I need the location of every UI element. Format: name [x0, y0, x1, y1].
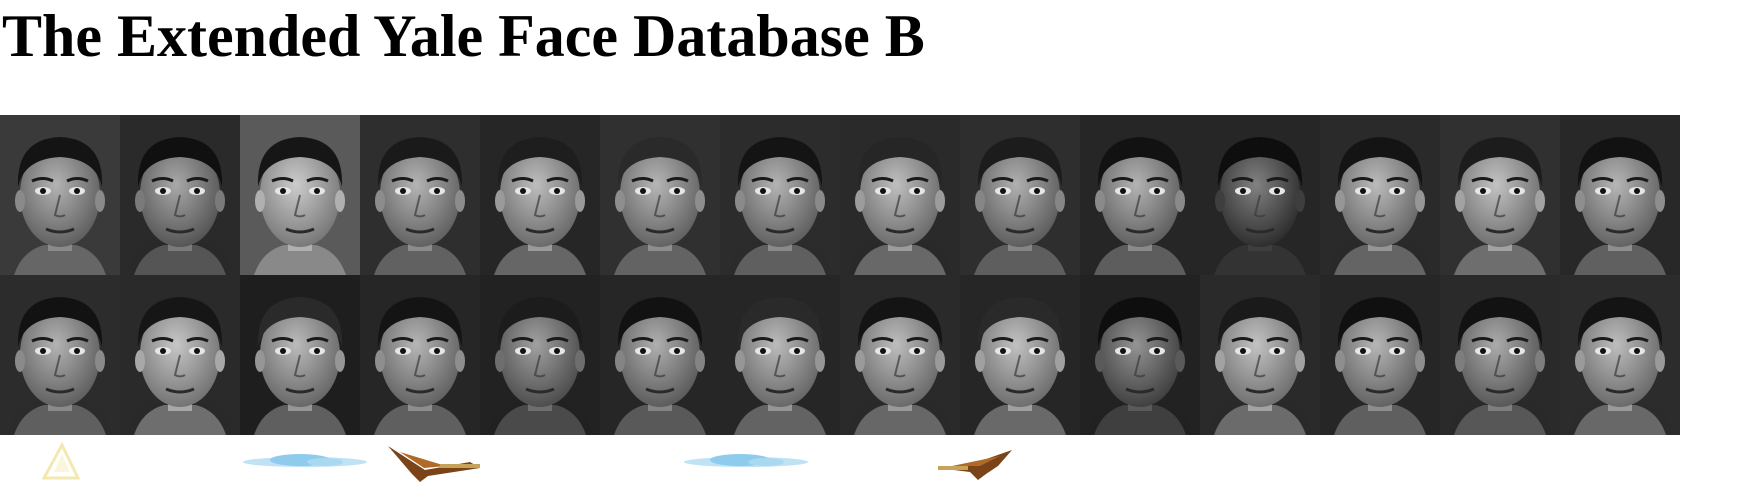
face-photo — [0, 275, 120, 435]
cloud-icon — [684, 454, 808, 467]
triangle-icon — [41, 441, 81, 480]
face-photo — [1320, 115, 1440, 275]
face-photo — [840, 115, 960, 275]
face-photo — [1320, 275, 1440, 435]
face-photo — [240, 275, 360, 435]
face-photo — [120, 115, 240, 275]
face-photo — [1560, 275, 1680, 435]
decor-strip — [0, 440, 1100, 485]
face-photo — [960, 275, 1080, 435]
face-photo — [720, 275, 840, 435]
face-photo — [1200, 115, 1320, 275]
face-photo — [960, 115, 1080, 275]
face-photo — [360, 115, 480, 275]
face-photo — [0, 115, 120, 275]
cloud-icon — [243, 454, 367, 467]
face-photo — [720, 115, 840, 275]
face-photo — [840, 275, 960, 435]
face-photo — [600, 275, 720, 435]
face-photo — [1560, 115, 1680, 275]
face-photo — [480, 115, 600, 275]
face-photo — [1080, 115, 1200, 275]
face-grid — [0, 115, 1680, 435]
face-photo — [1200, 275, 1320, 435]
bird-icon — [938, 450, 1012, 480]
face-photo — [120, 275, 240, 435]
face-photo — [480, 275, 600, 435]
face-photo — [1440, 275, 1560, 435]
face-photo — [1440, 115, 1560, 275]
face-photo — [360, 275, 480, 435]
face-photo — [600, 115, 720, 275]
page-title: The Extended Yale Face Database B — [2, 3, 925, 69]
bird-icon — [388, 446, 480, 482]
face-photo — [240, 115, 360, 275]
face-photo — [1080, 275, 1200, 435]
